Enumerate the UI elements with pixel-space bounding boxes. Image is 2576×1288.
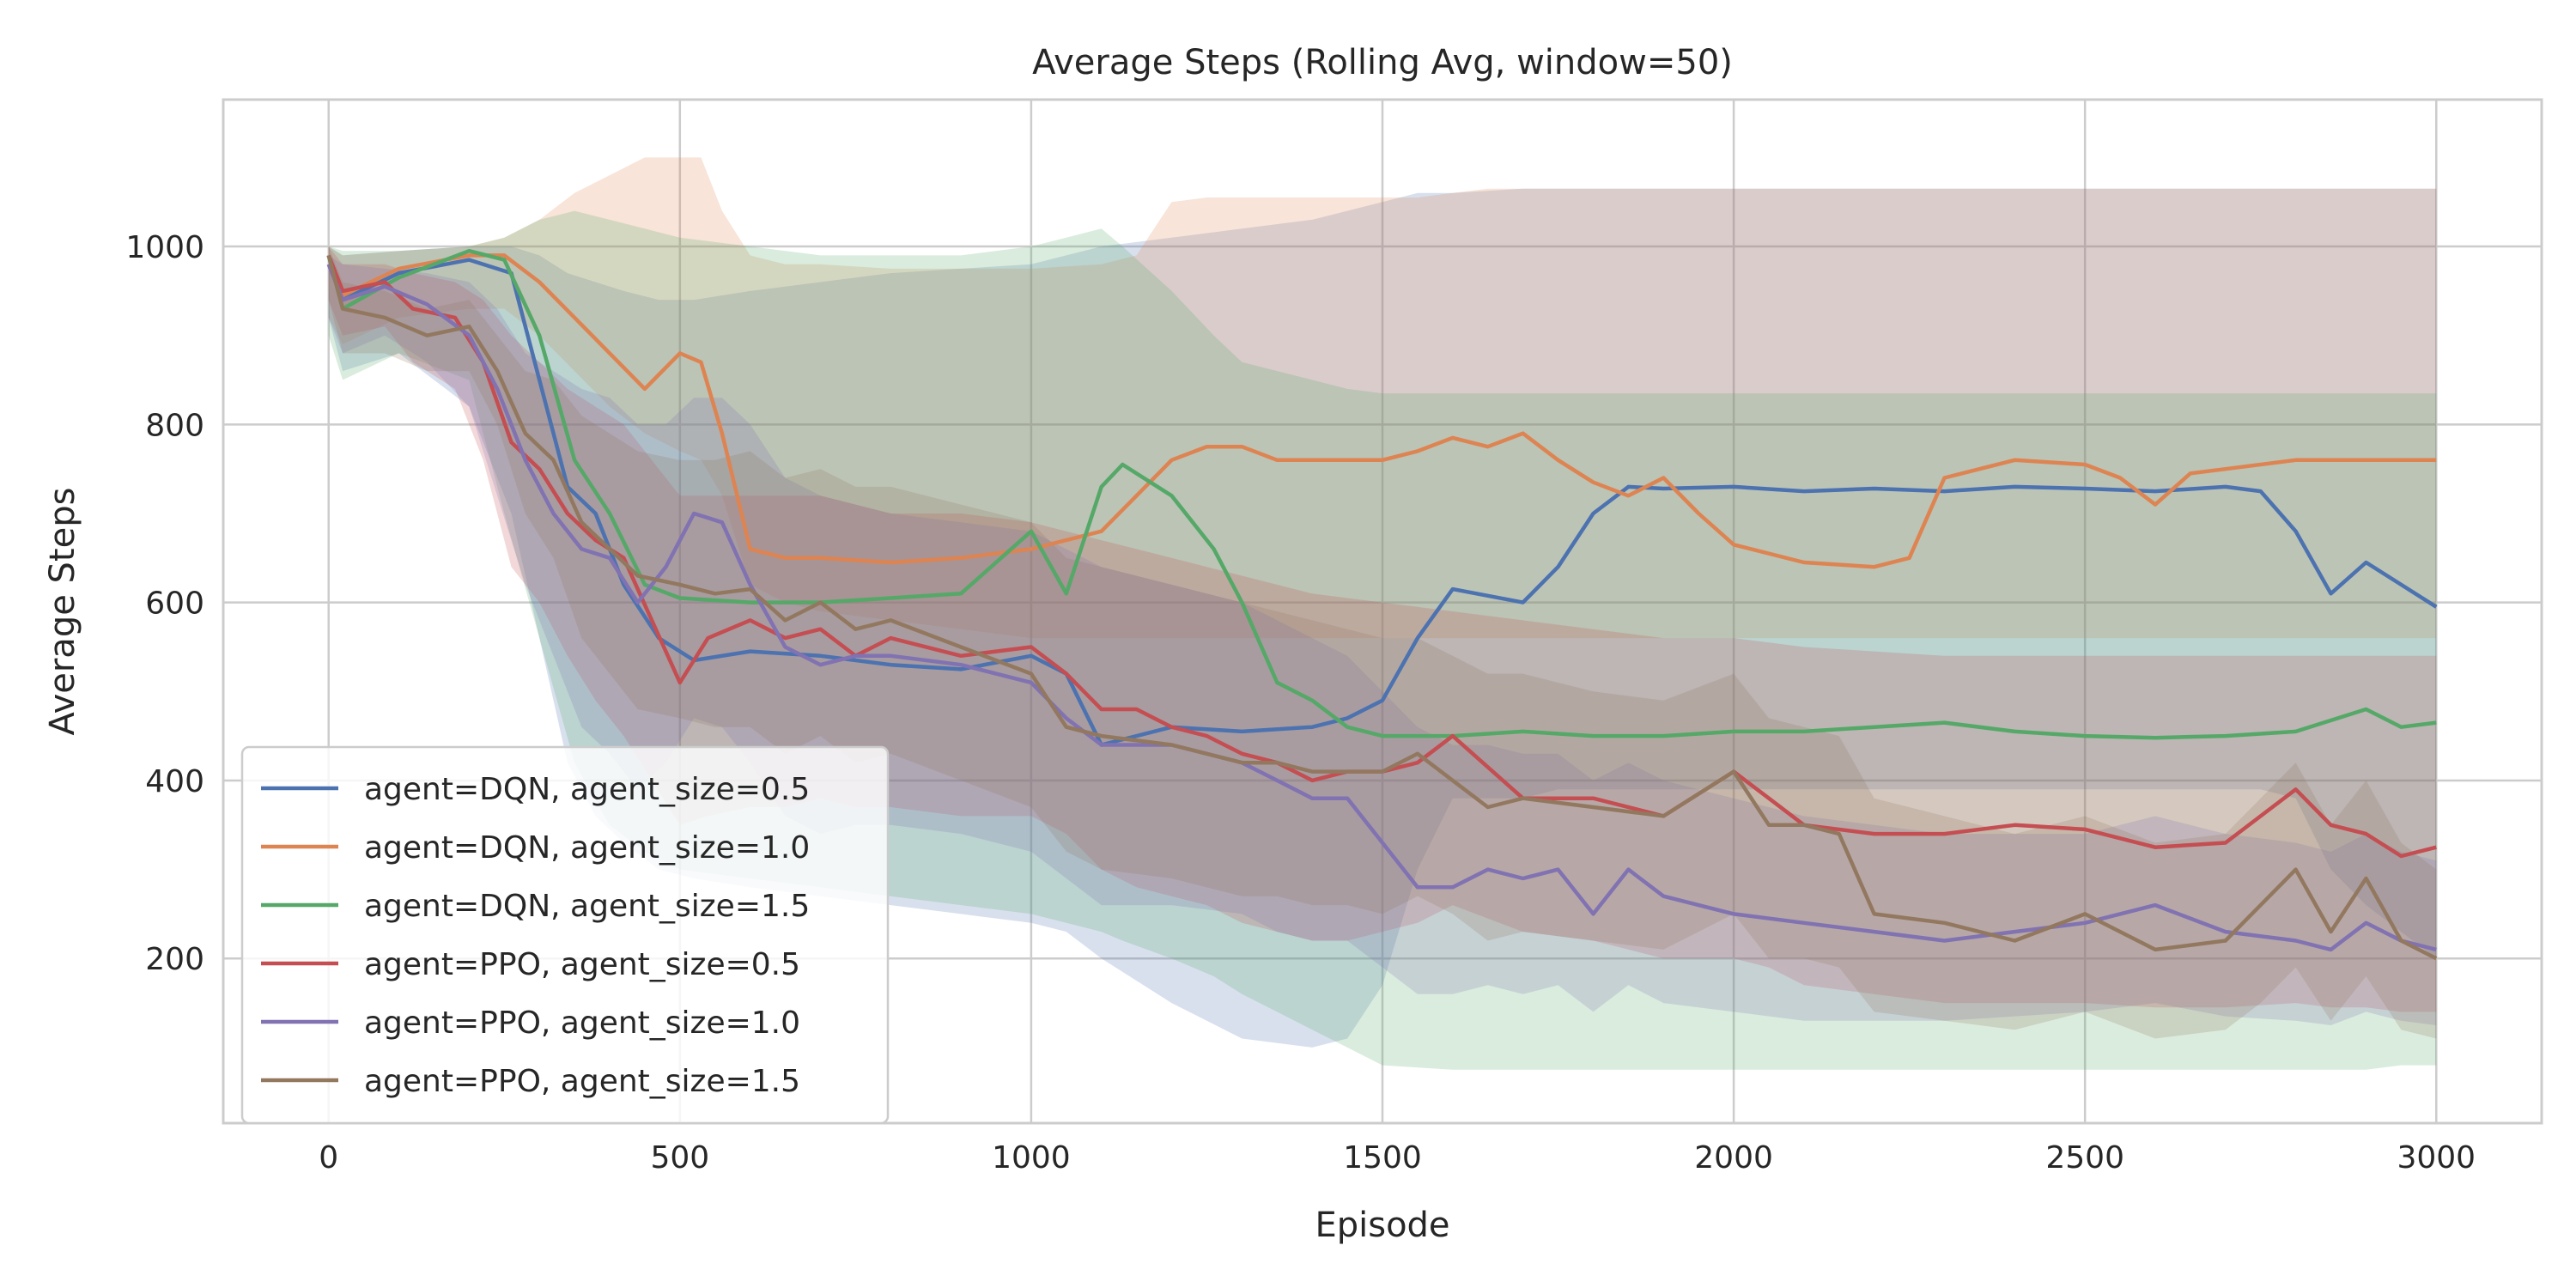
x-tick-label: 2500 — [2045, 1140, 2124, 1176]
x-tick-labels: 0 500 1000 1500 2000 2500 3000 — [319, 1140, 2476, 1176]
legend-label: agent=PPO, agent_size=1.5 — [364, 1064, 800, 1099]
y-axis-label: Average Steps — [43, 488, 82, 736]
series-band-4 — [328, 246, 2437, 1012]
legend-label: agent=DQN, agent_size=1.5 — [364, 889, 810, 924]
legend: agent=DQN, agent_size=0.5 agent=DQN, agen… — [240, 745, 890, 1125]
legend-label: agent=PPO, agent_size=0.5 — [364, 947, 800, 982]
chart-title: Average Steps (Rolling Avg, window=50) — [1032, 43, 1733, 82]
x-tick-label: 1000 — [992, 1140, 1071, 1176]
legend-label: agent=DQN, agent_size=0.5 — [364, 772, 810, 807]
x-tick-label: 0 — [319, 1140, 338, 1176]
y-tick-label: 200 — [145, 942, 204, 977]
x-tick-label: 2000 — [1694, 1140, 1773, 1176]
series-lines — [326, 248, 2438, 961]
y-tick-label: 800 — [145, 408, 204, 443]
plot-frame — [222, 98, 2543, 1125]
series-line-2 — [326, 253, 2437, 569]
series-band-2 — [328, 157, 2437, 639]
series-line-3 — [326, 248, 2437, 740]
legend-box — [240, 745, 890, 1125]
y-tick-label: 1000 — [125, 230, 204, 265]
x-axis-label: Episode — [1315, 1206, 1449, 1245]
y-tick-label: 600 — [145, 586, 204, 622]
series-line-6 — [326, 254, 2438, 961]
x-tick-label: 1500 — [1343, 1140, 1422, 1176]
x-tick-label: 3000 — [2397, 1140, 2476, 1176]
grid — [223, 100, 2542, 1123]
legend-label: agent=PPO, agent_size=1.0 — [364, 1005, 800, 1041]
y-tick-label: 400 — [145, 764, 204, 799]
series-line-5 — [326, 263, 2437, 952]
y-tick-labels: 200 400 600 800 1000 — [125, 230, 204, 977]
legend-label: agent=DQN, agent_size=1.0 — [364, 830, 810, 866]
series-line-4 — [326, 254, 2437, 859]
x-tick-label: 500 — [650, 1140, 709, 1176]
series-line-1 — [326, 254, 2438, 747]
series-band-6 — [328, 246, 2437, 1039]
